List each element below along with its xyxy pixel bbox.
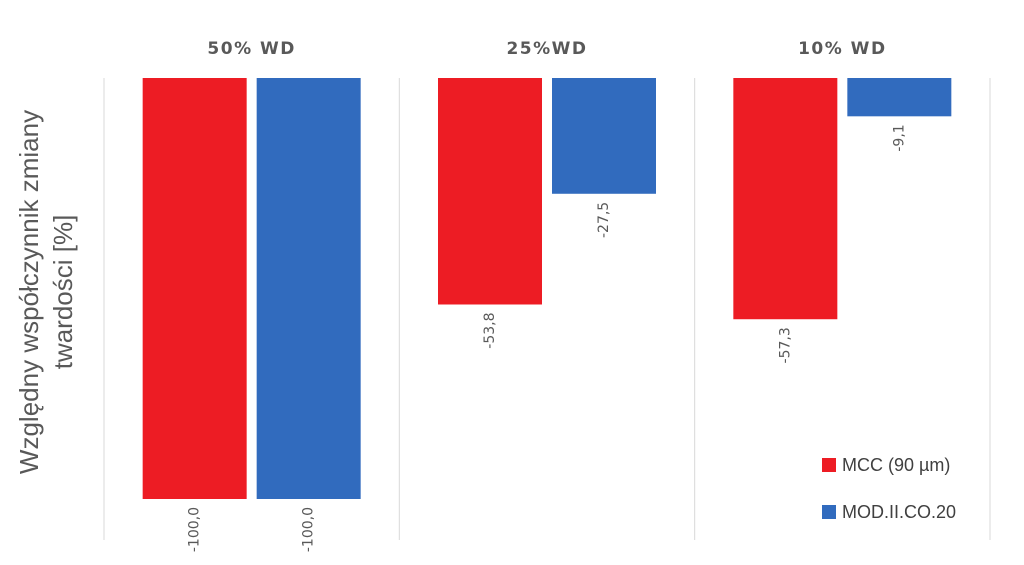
bars [142,78,952,499]
category-label-0: 50% WD [207,39,295,59]
data-labels: -100,0 -100,0 -53,8 -27,5 -57,3 -9,1 [187,124,908,552]
legend-label-0: MCC (90 µm) [842,455,950,475]
bar-s0-c1 [438,78,542,305]
category-label-2: 10% WD [798,39,886,59]
legend-swatch-1 [822,505,836,519]
data-label-s1-c1: -27,5 [596,202,612,238]
data-label-s0-c0: -100,0 [187,507,203,552]
category-labels: 50% WD 25%WD 10% WD [207,39,886,59]
bar-s0-c0 [142,78,247,499]
category-label-1: 25%WD [506,39,587,59]
grid-lines [103,78,991,540]
bar-s1-c2 [847,78,952,117]
data-label-s1-c2: -9,1 [891,124,907,151]
bar-s1-c0 [256,78,361,499]
y-axis-title-line-1: Względny współczynnik zmiany [14,110,44,474]
bar-s1-c1 [552,78,656,194]
data-label-s0-c1: -53,8 [482,312,498,348]
legend-label-1: MOD.II.CO.20 [842,502,956,522]
data-label-s1-c0: -100,0 [301,507,317,552]
y-axis-title-line-2: twardości [%] [48,215,78,370]
data-label-s0-c2: -57,3 [777,327,793,363]
legend: MCC (90 µm) MOD.II.CO.20 [822,455,956,522]
bar-s0-c2 [733,78,838,320]
legend-swatch-0 [822,458,836,472]
y-axis-title: Względny współczynnik zmiany twardości [… [14,110,78,474]
